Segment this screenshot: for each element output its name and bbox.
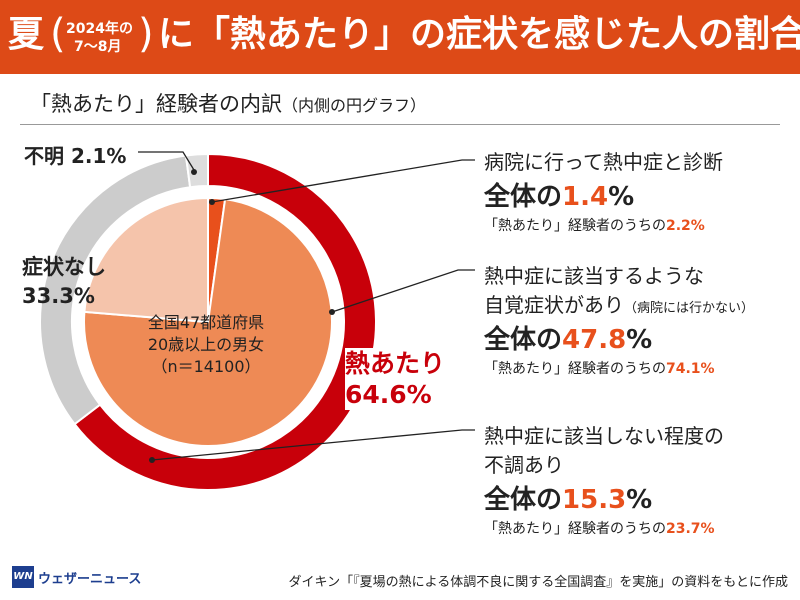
annotation-mild-total: 全体の15.3%	[484, 479, 724, 516]
logo-mark: WN	[12, 566, 34, 588]
title-bar: 夏 ( 2024年の 7～8月 ) に「熱あたり」の症状を感じた人の割合	[0, 0, 800, 74]
label-unknown: 不明 2.1%	[24, 140, 126, 169]
label-no-symptoms-name: 症状なし	[22, 255, 106, 279]
label-heat-exposure-name: 熱あたり	[345, 349, 446, 378]
symptoms-title2-note: （病院には行かない）	[624, 301, 755, 316]
divider	[20, 124, 780, 125]
outer-slice-0	[73, 152, 377, 491]
total-value: 15.3	[562, 485, 627, 515]
annotation-diagnosed-share: 「熱あたり」経験者のうちの2.2%	[484, 215, 723, 235]
title-paren-close: )	[138, 11, 154, 57]
leader-dots	[149, 169, 335, 463]
symptoms-title2: 自覚症状があり	[484, 293, 624, 317]
annotation-mild-share: 「熱あたり」経験者のうちの23.7%	[484, 518, 724, 538]
annotation-diagnosed-title: 病院に行って熱中症と診断	[484, 150, 723, 174]
share-value: 23.7%	[666, 521, 715, 537]
annotation-symptoms-title: 熱中症に該当するような	[484, 264, 704, 288]
total-prefix: 全体の	[484, 325, 563, 355]
outer-slice-2	[184, 152, 209, 189]
total-value: 47.8	[562, 325, 627, 355]
logo-text: ウェザーニュース	[38, 571, 142, 587]
leader-dot-unknown	[191, 169, 197, 175]
leader-line-mild	[151, 429, 475, 461]
breakdown-note: （内側の円グラフ）	[282, 96, 427, 115]
annotation-symptoms-total: 全体の47.8%	[484, 319, 754, 356]
title-period-months: 7～8月	[74, 39, 122, 55]
annotation-symptoms-share: 「熱あたり」経験者のうちの74.1%	[484, 358, 754, 378]
logo: WN ウェザーニュース	[12, 566, 141, 588]
total-unit: %	[626, 485, 653, 515]
title-period-year: 2024年の	[66, 21, 133, 37]
breakdown-heading: 「熱あたり」経験者の内訳（内側の円グラフ）	[30, 88, 426, 118]
annotation-symptoms: 熱中症に該当するような 自覚症状があり（病院には行かない） 全体の47.8% 「…	[484, 260, 754, 378]
leader-lines	[138, 151, 475, 461]
label-no-symptoms: 症状なし 33.3%	[22, 253, 106, 311]
total-unit: %	[626, 325, 653, 355]
annotation-mild-title2: 不調あり	[484, 453, 564, 477]
share-prefix: 「熱あたり」経験者のうちの	[484, 361, 666, 377]
label-no-symptoms-value: 33.3%	[22, 284, 95, 308]
leader-line-symptoms	[331, 269, 475, 313]
label-unknown-name: 不明	[24, 144, 64, 168]
center-sample-size: （n＝14100）	[151, 357, 261, 376]
share-value: 74.1%	[666, 361, 715, 377]
annotation-diagnosed: 病院に行って熱中症と診断 全体の1.4% 「熱あたり」経験者のうちの2.2%	[484, 146, 723, 235]
annotation-mild-title: 熱中症に該当しない程度の	[484, 424, 724, 448]
center-info: 全国47都道府県 20歳以上の男女 （n＝14100）	[136, 312, 276, 378]
leader-dot-diagnosed	[209, 199, 215, 205]
source-note: ダイキン「『夏場の熱による体調不良に関する全国調査』を実施」の資料をもとに作成	[288, 575, 788, 590]
annotation-mild: 熱中症に該当しない程度の 不調あり 全体の15.3% 「熱あたり」経験者のうちの…	[484, 420, 724, 538]
annotation-symptoms-title2: 自覚症状があり（病院には行かない）	[484, 289, 754, 318]
center-population: 20歳以上の男女	[147, 335, 265, 354]
outer-ring	[39, 152, 377, 491]
total-unit: %	[608, 182, 635, 212]
label-unknown-value: 2.1%	[70, 144, 127, 168]
label-heat-exposure: 熱あたり 64.6%	[345, 348, 446, 410]
leader-line-unknown	[138, 151, 195, 171]
title-paren-open: (	[50, 11, 66, 57]
annotation-diagnosed-total: 全体の1.4%	[484, 176, 723, 213]
inner-slice-2	[83, 196, 209, 324]
share-value: 2.2%	[666, 218, 705, 234]
label-heat-exposure-value: 64.6%	[345, 380, 432, 409]
share-prefix: 「熱あたり」経験者のうちの	[484, 521, 666, 537]
total-prefix: 全体の	[484, 182, 563, 212]
leader-dot-mild	[149, 457, 155, 463]
leader-dot-symptoms	[329, 309, 335, 315]
share-prefix: 「熱あたり」経験者のうちの	[484, 218, 666, 234]
inner-ring	[83, 196, 333, 447]
breakdown-title: 「熱あたり」経験者の内訳	[30, 92, 282, 116]
leader-line-diagnosed	[211, 159, 475, 203]
center-region: 全国47都道府県	[147, 313, 265, 332]
total-value: 1.4	[562, 182, 609, 212]
total-prefix: 全体の	[484, 485, 563, 515]
title-summer: 夏	[8, 14, 45, 55]
page-title: に「熱あたり」の症状を感じた人の割合	[158, 14, 800, 55]
